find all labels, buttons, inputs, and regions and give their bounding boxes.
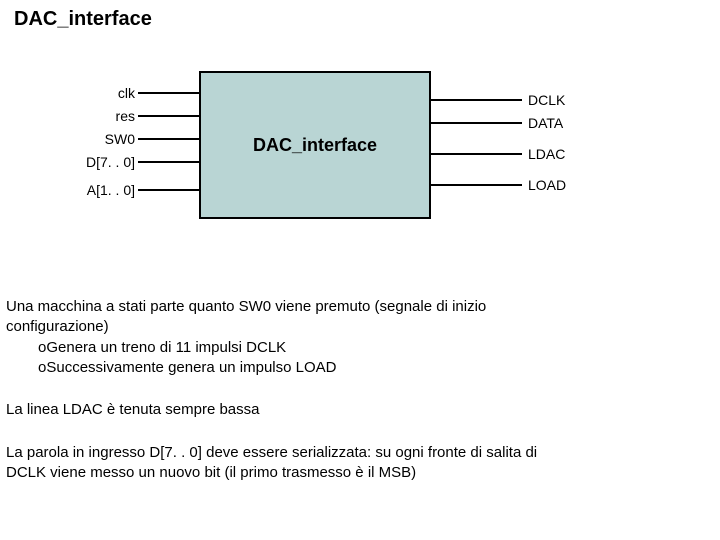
input-wire bbox=[138, 189, 199, 191]
block-label: DAC_interface bbox=[253, 135, 377, 156]
paragraph: La parola in ingresso D[7. . 0] deve ess… bbox=[6, 443, 718, 482]
paragraph-line: oGenera un treno di 11 impulsi DCLK bbox=[38, 338, 698, 358]
input-port-label: clk bbox=[80, 85, 135, 101]
input-wire bbox=[138, 138, 199, 140]
paragraph: La linea LDAC è tenuta sempre bassa bbox=[6, 400, 706, 420]
output-port-label: DCLK bbox=[528, 92, 565, 108]
input-port-label: res bbox=[80, 108, 135, 124]
output-wire bbox=[431, 99, 522, 101]
input-wire bbox=[138, 161, 199, 163]
input-port-label: SW0 bbox=[80, 131, 135, 147]
output-port-label: LOAD bbox=[528, 177, 566, 193]
paragraph: oGenera un treno di 11 impulsi DCLKoSucc… bbox=[38, 338, 698, 377]
output-port-label: LDAC bbox=[528, 146, 565, 162]
input-wire bbox=[138, 92, 199, 94]
output-wire bbox=[431, 184, 522, 186]
input-wire bbox=[138, 115, 199, 117]
paragraph-line: DCLK viene messo un nuovo bit (il primo … bbox=[6, 463, 718, 483]
paragraph-line: configurazione) bbox=[6, 317, 706, 337]
paragraph: Una macchina a stati parte quanto SW0 vi… bbox=[6, 297, 706, 336]
output-wire bbox=[431, 153, 522, 155]
paragraph-line: La linea LDAC è tenuta sempre bassa bbox=[6, 400, 706, 420]
page-title: DAC_interface bbox=[14, 8, 152, 31]
output-port-label: DATA bbox=[528, 115, 563, 131]
paragraph-line: oSuccessivamente genera un impulso LOAD bbox=[38, 358, 698, 378]
paragraph-line: La parola in ingresso D[7. . 0] deve ess… bbox=[6, 443, 718, 463]
input-port-label: A[1. . 0] bbox=[80, 182, 135, 198]
dac-interface-block: DAC_interface bbox=[199, 71, 431, 219]
output-wire bbox=[431, 122, 522, 124]
paragraph-line: Una macchina a stati parte quanto SW0 vi… bbox=[6, 297, 706, 317]
input-port-label: D[7. . 0] bbox=[80, 154, 135, 170]
